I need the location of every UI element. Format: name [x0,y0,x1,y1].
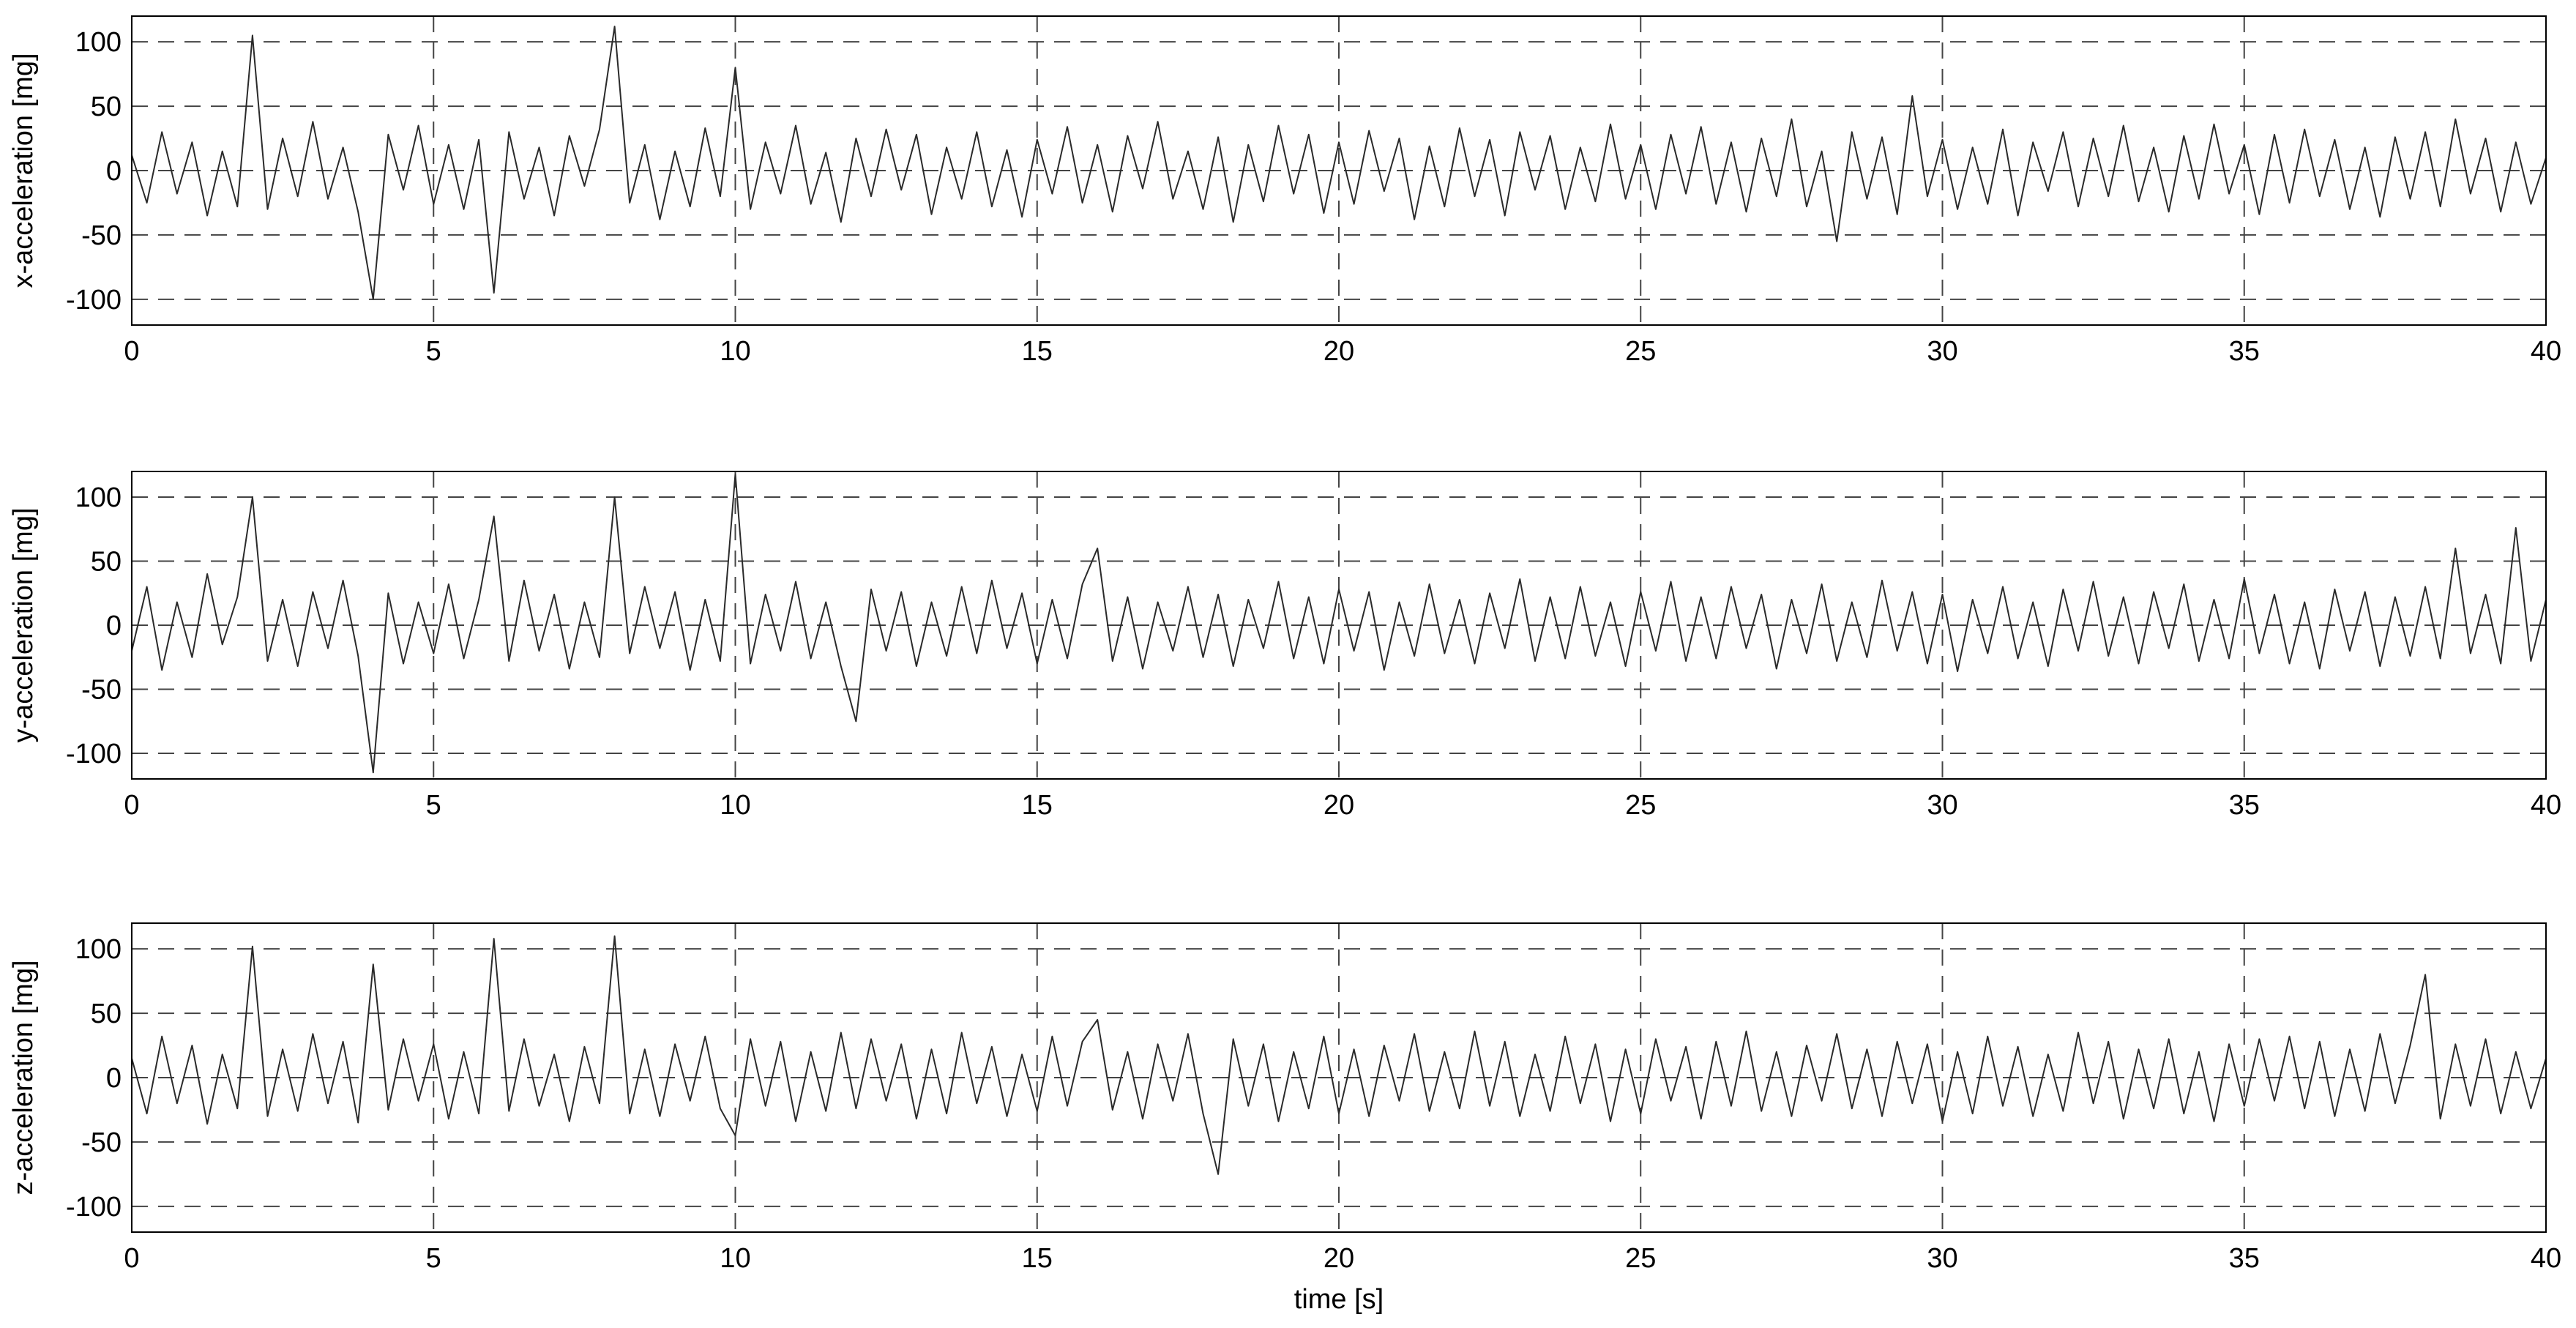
y-tick-label: 50 [91,547,122,578]
x-tick-label: 0 [124,1243,139,1274]
series-group [132,473,2546,774]
y-tick-label: 0 [106,1063,122,1094]
y-tick-label: 100 [75,27,122,58]
x-tick-label: 15 [1022,790,1053,821]
x-tick-label: 20 [1324,790,1354,821]
x-tick-label: 5 [426,1243,441,1274]
y-tick-label: -100 [66,739,122,769]
x-tick-label: 40 [2531,336,2561,367]
x-tick-label: 20 [1324,336,1354,367]
y-tick-label: 0 [106,156,122,187]
subplot: -100 -50 0 50 100 0 5 10 15 20 25 30 35 40 x-accelerat… [8,15,2561,367]
axes-frame [131,922,2547,1233]
x-tick-label: 15 [1022,336,1053,367]
plot-area [132,16,2546,325]
x-tick-label: 35 [2229,336,2260,367]
x-tick-label: 40 [2531,1243,2561,1274]
x-axis-label: time [s] [1294,1284,1384,1315]
data-line [132,26,2546,300]
axes-frame [131,15,2547,326]
x-tick-label: 5 [426,790,441,821]
y-tick-label: 50 [91,92,122,122]
x-tick-label: 30 [1927,790,1957,821]
series-group [132,935,2546,1175]
x-tick-label: 10 [720,1243,750,1274]
y-tick-label: -50 [81,1127,122,1158]
y-tick-label: -50 [81,220,122,251]
y-tick-label: 100 [75,934,122,965]
x-tick-label: 0 [124,790,139,821]
data-line [132,935,2546,1175]
x-tick-label: 40 [2531,790,2561,821]
x-tick-label: 0 [124,336,139,367]
series-group [132,26,2546,300]
x-tick-label: 25 [1625,1243,1656,1274]
x-tick-label: 30 [1927,1243,1957,1274]
x-tick-label: 5 [426,336,441,367]
subplot: -100 -50 0 50 100 0 5 10 15 20 25 30 35 40 y-accelerat… [8,471,2561,821]
axes-frame [131,471,2547,780]
y-tick-label: -100 [66,1192,122,1223]
x-tick-label: 10 [720,336,750,367]
x-tick-label: 35 [2229,790,2260,821]
plot-area [132,923,2546,1232]
x-tick-label: 25 [1625,790,1656,821]
x-tick-label: 35 [2229,1243,2260,1274]
y-tick-label: -50 [81,675,122,706]
y-tick-label: 100 [75,482,122,513]
y-axis-label: x-acceleration [mg] [8,53,39,288]
x-tick-label: 30 [1927,336,1957,367]
y-axis-label: z-acceleration [mg] [8,960,39,1195]
x-tick-label: 10 [720,790,750,821]
y-axis-label: y-acceleration [mg] [8,507,39,742]
x-tick-label: 15 [1022,1243,1053,1274]
x-tick-label: 25 [1625,336,1656,367]
subplot: -100 -50 0 50 100 0 5 10 15 20 25 30 35 40 z-accelerat… [8,922,2561,1315]
y-tick-label: 50 [91,999,122,1029]
y-tick-label: -100 [66,285,122,316]
y-tick-label: 0 [106,611,122,641]
data-line [132,473,2546,774]
x-tick-label: 20 [1324,1243,1354,1274]
